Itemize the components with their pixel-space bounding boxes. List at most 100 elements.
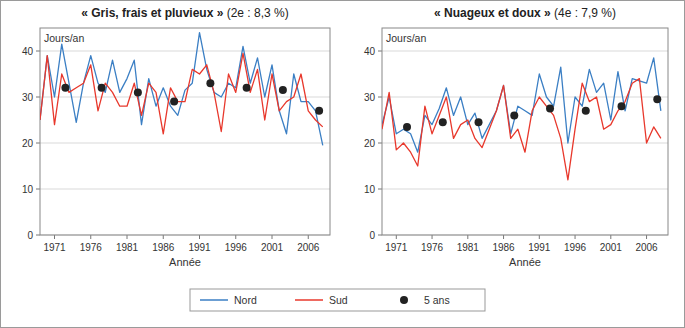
plot-frame	[382, 28, 668, 235]
average-dot	[439, 118, 447, 126]
x-tick	[272, 235, 273, 239]
x-tick-label: 2001	[261, 242, 284, 253]
x-tick-label: 1986	[492, 242, 515, 253]
title-part: (2e : 8,3 %)	[223, 6, 288, 20]
x-tick	[199, 235, 200, 239]
average-dot	[618, 102, 626, 110]
x-tick-label: 1976	[80, 242, 103, 253]
x-tick-label: 1981	[116, 242, 139, 253]
legend-label: 5 ans	[424, 294, 450, 306]
x-tick-label: 2001	[600, 242, 623, 253]
legend-swatch	[400, 296, 408, 304]
x-tick	[127, 235, 128, 239]
legend-label: Sud	[329, 294, 348, 306]
y-tick-label: 0	[27, 230, 33, 241]
chart-title: « Gris, frais et pluvieux » (2e : 8,3 %)	[81, 6, 288, 20]
average-dot	[475, 118, 483, 126]
average-dot	[279, 86, 287, 94]
x-tick-label: 1971	[43, 242, 66, 253]
y-tick	[378, 189, 382, 190]
series-line	[382, 79, 661, 180]
x-tick	[467, 235, 468, 239]
x-tick-label: 1971	[385, 242, 408, 253]
x-tick	[575, 235, 576, 239]
y-tick	[378, 51, 382, 52]
legend: Nord Sud 5 ans	[190, 289, 485, 311]
legend-swatch	[200, 299, 228, 301]
x-tick-label: 2006	[635, 242, 658, 253]
average-dot	[315, 107, 323, 115]
grid-line	[40, 143, 330, 144]
series-line	[40, 53, 323, 134]
y-tick-label: 40	[22, 46, 34, 57]
grid-line	[40, 97, 330, 98]
series-line	[382, 58, 661, 152]
x-tick	[54, 235, 55, 239]
y-tick-label: 0	[369, 230, 375, 241]
average-dot	[510, 111, 518, 119]
x-tick	[308, 235, 309, 239]
chart: « Nuageux et doux » (4e : 7,9 %)01020304…	[364, 6, 668, 268]
grid-line	[382, 189, 668, 190]
average-dot	[206, 79, 214, 87]
average-dot	[243, 84, 251, 92]
y-tick	[36, 51, 40, 52]
x-tick	[90, 235, 91, 239]
x-axis-label: Année	[169, 256, 201, 268]
y-tick-label: 20	[364, 138, 376, 149]
average-dot	[546, 105, 554, 113]
grid-line	[382, 97, 668, 98]
y-tick-label: 30	[364, 92, 376, 103]
y-tick	[36, 189, 40, 190]
legend-label: Nord	[234, 294, 257, 306]
y-tick-label: 20	[22, 138, 34, 149]
title-part: (4e : 7,9 %)	[551, 6, 616, 20]
data-layer	[382, 58, 661, 180]
x-tick-label: 1996	[564, 242, 587, 253]
x-tick	[503, 235, 504, 239]
y-tick	[36, 235, 40, 236]
y-tick-label: 30	[22, 92, 34, 103]
average-dot	[170, 98, 178, 106]
grid-line	[382, 143, 668, 144]
x-tick-label: 1991	[188, 242, 211, 253]
average-dot	[582, 107, 590, 115]
figure-frame	[1, 1, 685, 328]
x-tick-label: 1991	[528, 242, 551, 253]
x-tick	[432, 235, 433, 239]
legend-swatch	[295, 299, 323, 301]
y-tick	[378, 235, 382, 236]
x-tick-label: 1976	[421, 242, 444, 253]
x-tick-label: 1986	[152, 242, 175, 253]
x-tick	[610, 235, 611, 239]
plot-frame	[40, 28, 330, 235]
x-tick	[163, 235, 164, 239]
average-dot	[403, 123, 411, 131]
average-dot	[98, 84, 106, 92]
x-tick	[646, 235, 647, 239]
average-dot	[61, 84, 69, 92]
title-part: « Nuageux et doux »	[434, 6, 551, 20]
grid-line	[40, 189, 330, 190]
x-tick	[235, 235, 236, 239]
title-part: « Gris, frais et pluvieux »	[81, 6, 223, 20]
x-tick-label: 2006	[297, 242, 320, 253]
y-tick	[378, 97, 382, 98]
y-axis-label: Jours/an	[386, 32, 426, 44]
data-layer	[40, 33, 323, 146]
y-tick-label: 40	[364, 46, 376, 57]
x-tick	[539, 235, 540, 239]
legend-box	[190, 289, 485, 311]
y-axis-label: Jours/an	[44, 32, 84, 44]
x-tick-label: 1981	[457, 242, 480, 253]
x-tick	[396, 235, 397, 239]
y-tick	[378, 143, 382, 144]
grid-line	[382, 51, 668, 52]
chart-title: « Nuageux et doux » (4e : 7,9 %)	[434, 6, 616, 20]
chart: « Gris, frais et pluvieux » (2e : 8,3 %)…	[22, 6, 330, 268]
y-tick-label: 10	[22, 184, 34, 195]
average-dot	[653, 95, 661, 103]
series-line	[40, 33, 323, 146]
x-tick-label: 1996	[225, 242, 248, 253]
y-tick	[36, 97, 40, 98]
